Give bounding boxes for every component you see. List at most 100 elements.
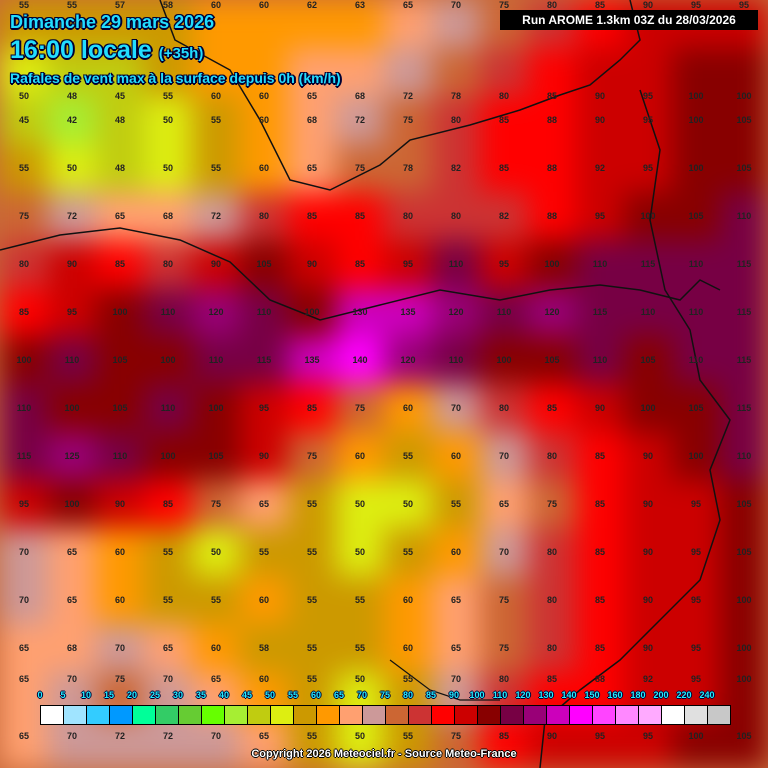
gust-value: 55 xyxy=(354,595,366,605)
gust-value: 110 xyxy=(160,307,176,317)
gust-value: 85 xyxy=(114,259,126,269)
gust-value: 85 xyxy=(498,163,510,173)
field-cell xyxy=(144,384,192,432)
gust-value: 80 xyxy=(258,211,270,221)
field-cell xyxy=(528,192,576,240)
gust-value: 90 xyxy=(210,259,222,269)
gust-value: 75 xyxy=(450,731,462,741)
field-cell xyxy=(576,48,624,96)
gust-value: 95 xyxy=(498,259,510,269)
field-cell xyxy=(672,432,720,480)
field-cell xyxy=(432,480,480,528)
field-cell xyxy=(192,480,240,528)
legend-swatch xyxy=(708,706,730,724)
field-cell xyxy=(432,192,480,240)
field-cell xyxy=(672,384,720,432)
gust-value: 75 xyxy=(210,499,222,509)
field-cell xyxy=(672,144,720,192)
gust-value: 110 xyxy=(736,211,752,221)
gust-value: 95 xyxy=(258,403,270,413)
field-cell xyxy=(288,432,336,480)
gust-value: 50 xyxy=(162,163,174,173)
field-cell xyxy=(288,624,336,672)
field-cell xyxy=(288,576,336,624)
field-cell xyxy=(624,48,672,96)
legend-swatch xyxy=(156,706,179,724)
gust-value: 110 xyxy=(208,355,224,365)
legend-label: 15 xyxy=(103,690,115,700)
gust-value: 82 xyxy=(498,211,510,221)
field-cell xyxy=(288,0,336,48)
gust-value: 50 xyxy=(162,115,174,125)
gust-value: 55 xyxy=(210,115,222,125)
field-cell xyxy=(288,288,336,336)
gust-value: 100 xyxy=(688,163,704,173)
field-cell xyxy=(96,432,144,480)
gust-value: 60 xyxy=(450,451,462,461)
legend-label: 10 xyxy=(80,690,92,700)
gust-value: 70 xyxy=(498,451,510,461)
field-cell xyxy=(336,336,384,384)
field-cell xyxy=(480,624,528,672)
field-cell xyxy=(96,0,144,48)
gust-value: 105 xyxy=(736,499,752,509)
gust-value: 60 xyxy=(258,0,270,10)
gust-value: 68 xyxy=(354,91,366,101)
field-cell xyxy=(144,720,192,768)
gust-value: 110 xyxy=(592,259,608,269)
gust-value: 65 xyxy=(306,91,318,101)
legend-swatch xyxy=(133,706,156,724)
legend-label: 30 xyxy=(172,690,184,700)
gust-value: 80 xyxy=(402,211,414,221)
gust-value: 80 xyxy=(18,259,30,269)
field-cell xyxy=(720,528,768,576)
field-cell xyxy=(384,144,432,192)
field-cell xyxy=(672,528,720,576)
gust-value: 90 xyxy=(258,451,270,461)
gust-value: 125 xyxy=(64,451,80,461)
field-cell xyxy=(480,432,528,480)
field-cell xyxy=(720,624,768,672)
field-cell xyxy=(336,48,384,96)
legend-label: 70 xyxy=(356,690,368,700)
gust-value: 55 xyxy=(18,163,30,173)
gust-value: 115 xyxy=(16,451,32,461)
border-line xyxy=(0,227,721,321)
gust-value: 75 xyxy=(354,163,366,173)
field-cell xyxy=(144,0,192,48)
gust-value: 80 xyxy=(546,643,558,653)
gust-value: 95 xyxy=(690,674,702,684)
gust-value: 90 xyxy=(546,731,558,741)
border-line xyxy=(159,0,641,191)
gust-value: 65 xyxy=(258,731,270,741)
gust-value: 65 xyxy=(450,643,462,653)
legend-label: 25 xyxy=(149,690,161,700)
gust-value: 50 xyxy=(354,499,366,509)
gust-value: 65 xyxy=(18,674,30,684)
gust-value: 80 xyxy=(162,259,174,269)
gust-value: 110 xyxy=(640,307,656,317)
gust-value: 63 xyxy=(354,0,366,10)
field-cell xyxy=(288,96,336,144)
gust-value: 100 xyxy=(688,451,704,461)
gust-value: 85 xyxy=(354,259,366,269)
gust-value: 95 xyxy=(594,211,606,221)
field-cell xyxy=(0,720,48,768)
field-cell xyxy=(384,384,432,432)
gust-value: 72 xyxy=(162,731,174,741)
field-cell xyxy=(48,576,96,624)
field-cell xyxy=(432,48,480,96)
gust-value: 105 xyxy=(736,115,752,125)
gust-value: 90 xyxy=(114,499,126,509)
field-cell xyxy=(0,576,48,624)
field-cell xyxy=(240,288,288,336)
field-cell xyxy=(672,96,720,144)
field-cell xyxy=(48,48,96,96)
legend-label: 65 xyxy=(333,690,345,700)
field-cell xyxy=(480,480,528,528)
field-cell xyxy=(96,624,144,672)
field-cell xyxy=(0,0,48,48)
copyright: Copyright 2026 Meteociel.fr - Source Met… xyxy=(251,748,517,760)
gust-value: 100 xyxy=(736,643,752,653)
